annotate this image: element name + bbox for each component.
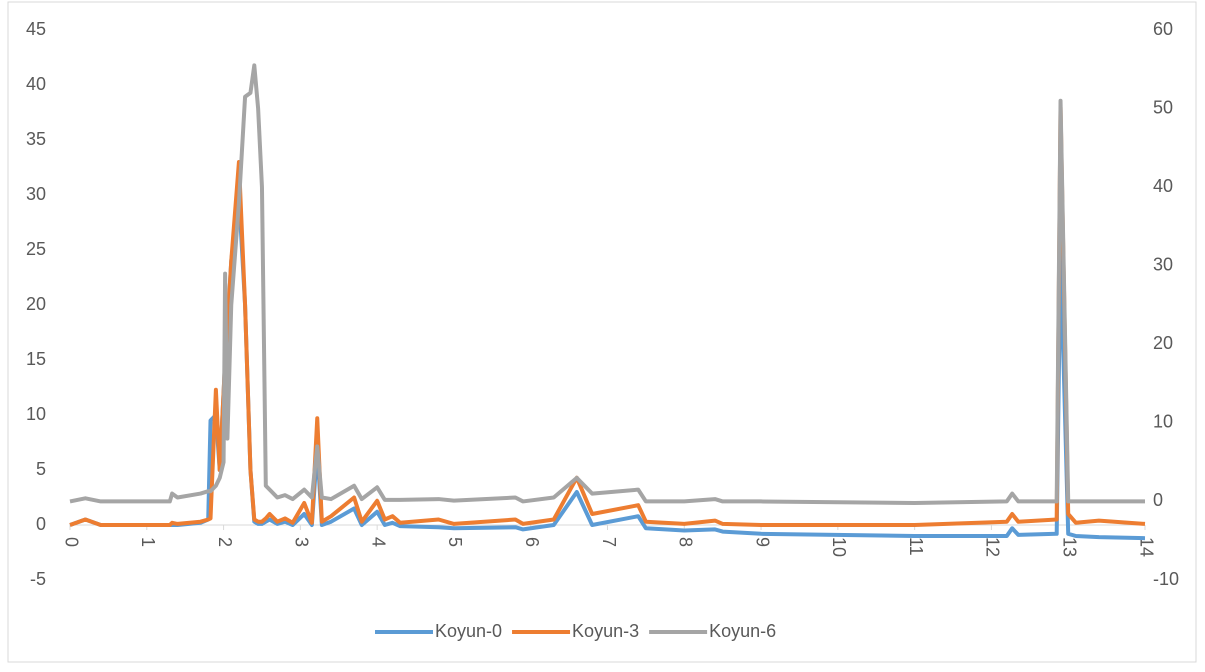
y2-tick-label: 40 xyxy=(1153,176,1173,196)
x-tick-label: 8 xyxy=(676,537,696,547)
y2-tick-label: -10 xyxy=(1153,569,1179,589)
x-tick-label: 6 xyxy=(522,537,542,547)
x-tick-label: 5 xyxy=(445,537,465,547)
y-tick-label: 20 xyxy=(26,294,46,314)
y-tick-label: 0 xyxy=(36,514,46,534)
y2-tick-label: 0 xyxy=(1153,490,1163,510)
x-tick-label: 14 xyxy=(1136,537,1156,557)
y2-tick-label: 30 xyxy=(1153,254,1173,274)
series-line xyxy=(69,105,1146,527)
x-tick-label: 2 xyxy=(215,537,235,547)
legend-label: Koyun-6 xyxy=(709,621,776,641)
y-tick-label: -5 xyxy=(30,569,46,589)
legend-label: Koyun-3 xyxy=(572,621,639,641)
chart-border xyxy=(7,1,1197,663)
y-tick-label: 45 xyxy=(26,19,46,39)
y2-tick-label: 10 xyxy=(1153,412,1173,432)
x-tick-label: 3 xyxy=(292,537,312,547)
series-line xyxy=(69,63,1145,505)
x-tick-label: 10 xyxy=(829,537,849,557)
x-tick-label: 7 xyxy=(599,537,619,547)
x-tick-label: 12 xyxy=(983,537,1003,557)
y-tick-label: 25 xyxy=(26,239,46,259)
y-tick-label: 35 xyxy=(26,129,46,149)
x-tick-label: 9 xyxy=(752,537,772,547)
y-tick-label: 15 xyxy=(26,349,46,369)
y-tick-label: 30 xyxy=(26,184,46,204)
y2-tick-label: 60 xyxy=(1153,19,1173,39)
legend-label: Koyun-0 xyxy=(435,621,502,641)
x-tick-label: 0 xyxy=(61,537,81,547)
y-tick-label: 10 xyxy=(26,404,46,424)
x-tick-label: 4 xyxy=(368,537,388,547)
y-tick-label: 5 xyxy=(36,459,46,479)
x-tick-label: 13 xyxy=(1059,537,1079,557)
y-tick-label: 40 xyxy=(26,74,46,94)
x-tick-label: 1 xyxy=(138,537,158,547)
x-tick-label: 11 xyxy=(906,537,926,556)
y2-tick-label: 50 xyxy=(1153,97,1173,117)
y2-tick-label: 20 xyxy=(1153,333,1173,353)
